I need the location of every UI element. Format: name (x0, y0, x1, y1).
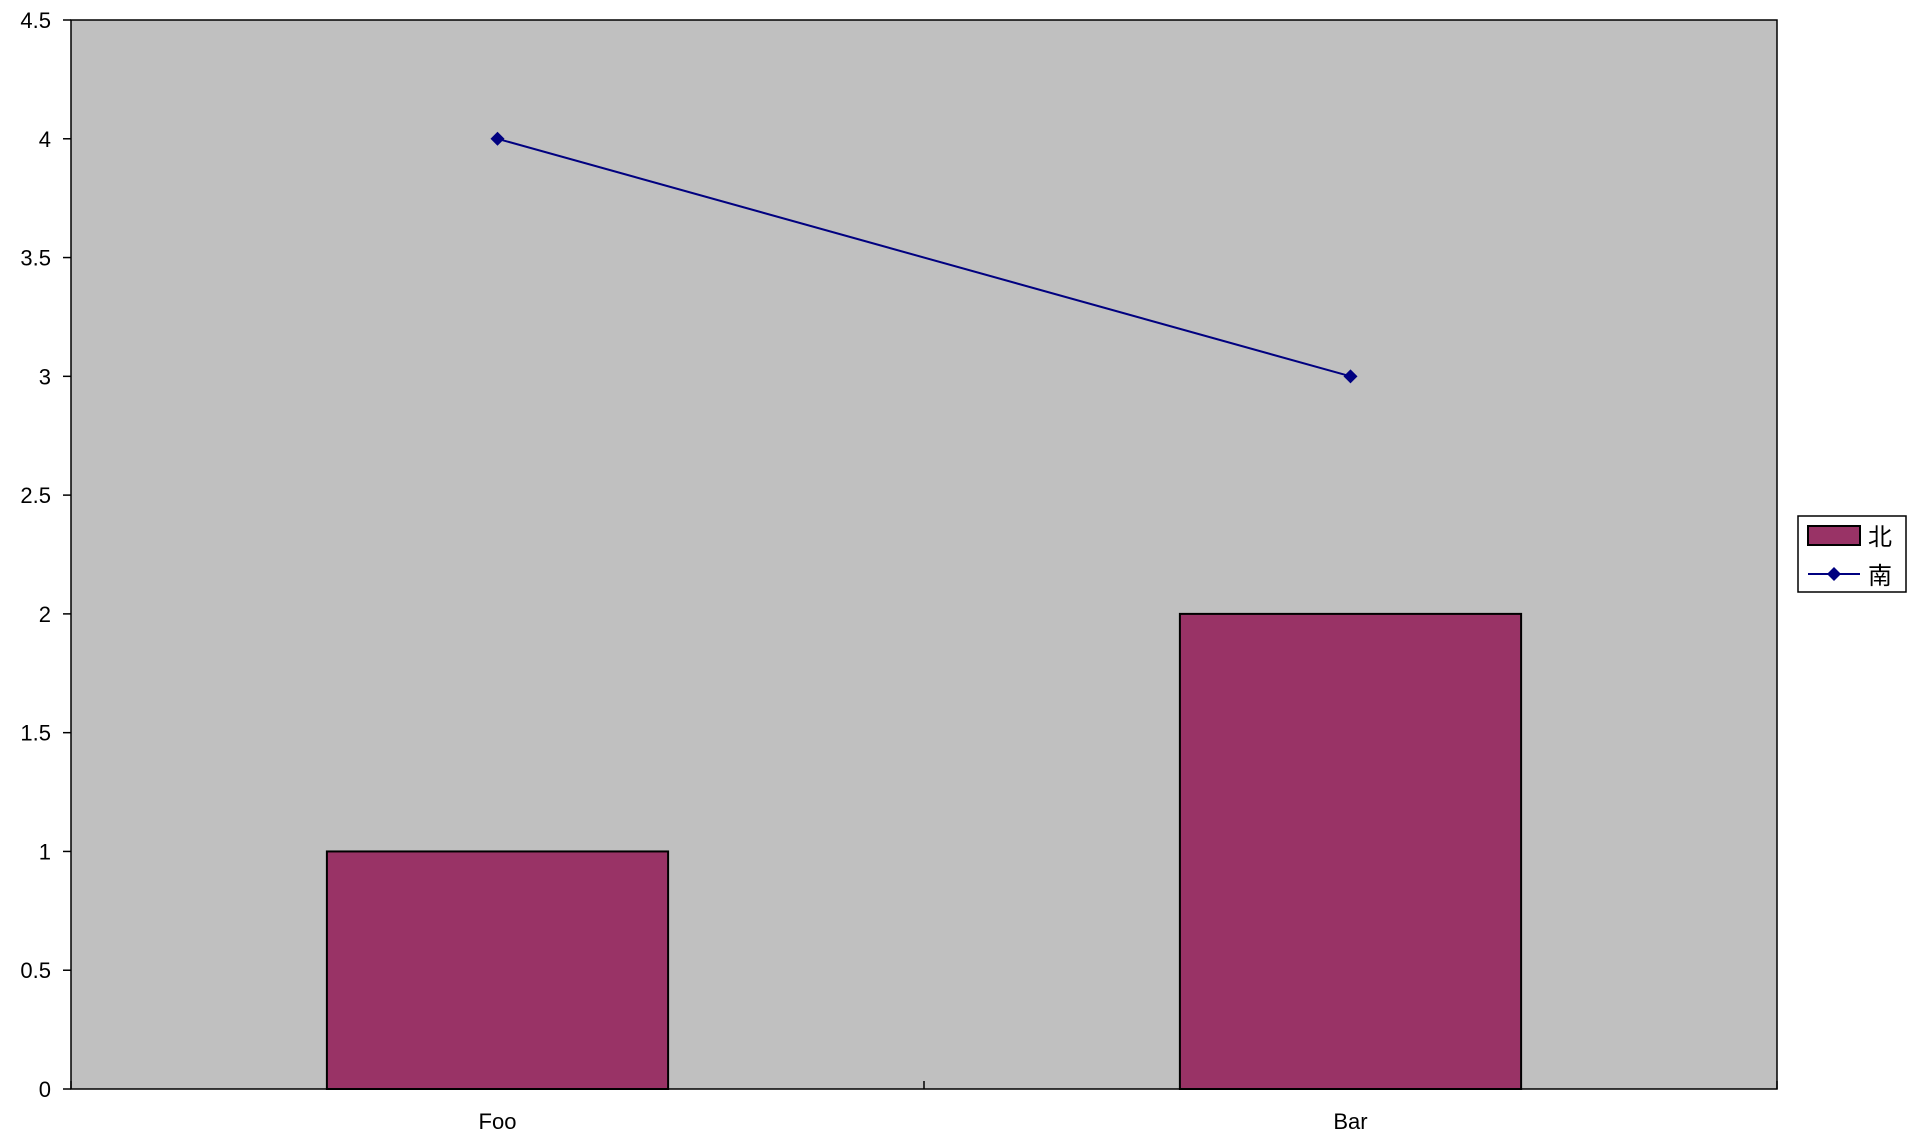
bar (325, 850, 670, 1091)
y-tick-label: 1.5 (20, 721, 51, 746)
legend-label-bar: 北 (1868, 523, 1892, 551)
y-tick-label: 3 (39, 364, 51, 389)
x-axis: Foo Bar (70, 1081, 1778, 1134)
legend-label-line: 南 (1868, 562, 1892, 590)
line-point (490, 131, 505, 146)
y-tick-label: 0 (39, 1077, 51, 1102)
y-tick-label: 2 (39, 602, 51, 627)
y-tick-label: 3.5 (20, 246, 51, 271)
legend: 北 南 (1797, 515, 1907, 593)
y-tick-label: 1 (39, 839, 51, 864)
series-line (497, 137, 1351, 378)
line-series (490, 131, 1358, 384)
x-tick-label: Foo (479, 1109, 517, 1134)
legend-swatch-bar (1807, 525, 1861, 546)
y-tick-label: 4 (39, 127, 51, 152)
line-point (1343, 369, 1358, 384)
bar (1178, 612, 1523, 1091)
legend-swatch-marker (1827, 567, 1841, 581)
y-tick-label: 4.5 (20, 8, 51, 33)
y-tick-label: 2.5 (20, 483, 51, 508)
y-tick-label: 0.5 (20, 958, 51, 983)
x-tick-label: Bar (1333, 1109, 1367, 1134)
y-axis: 0 0.5 1 1.5 2 2.5 3 3.5 4 4.5 (20, 8, 71, 1102)
bar-series (325, 612, 1523, 1091)
